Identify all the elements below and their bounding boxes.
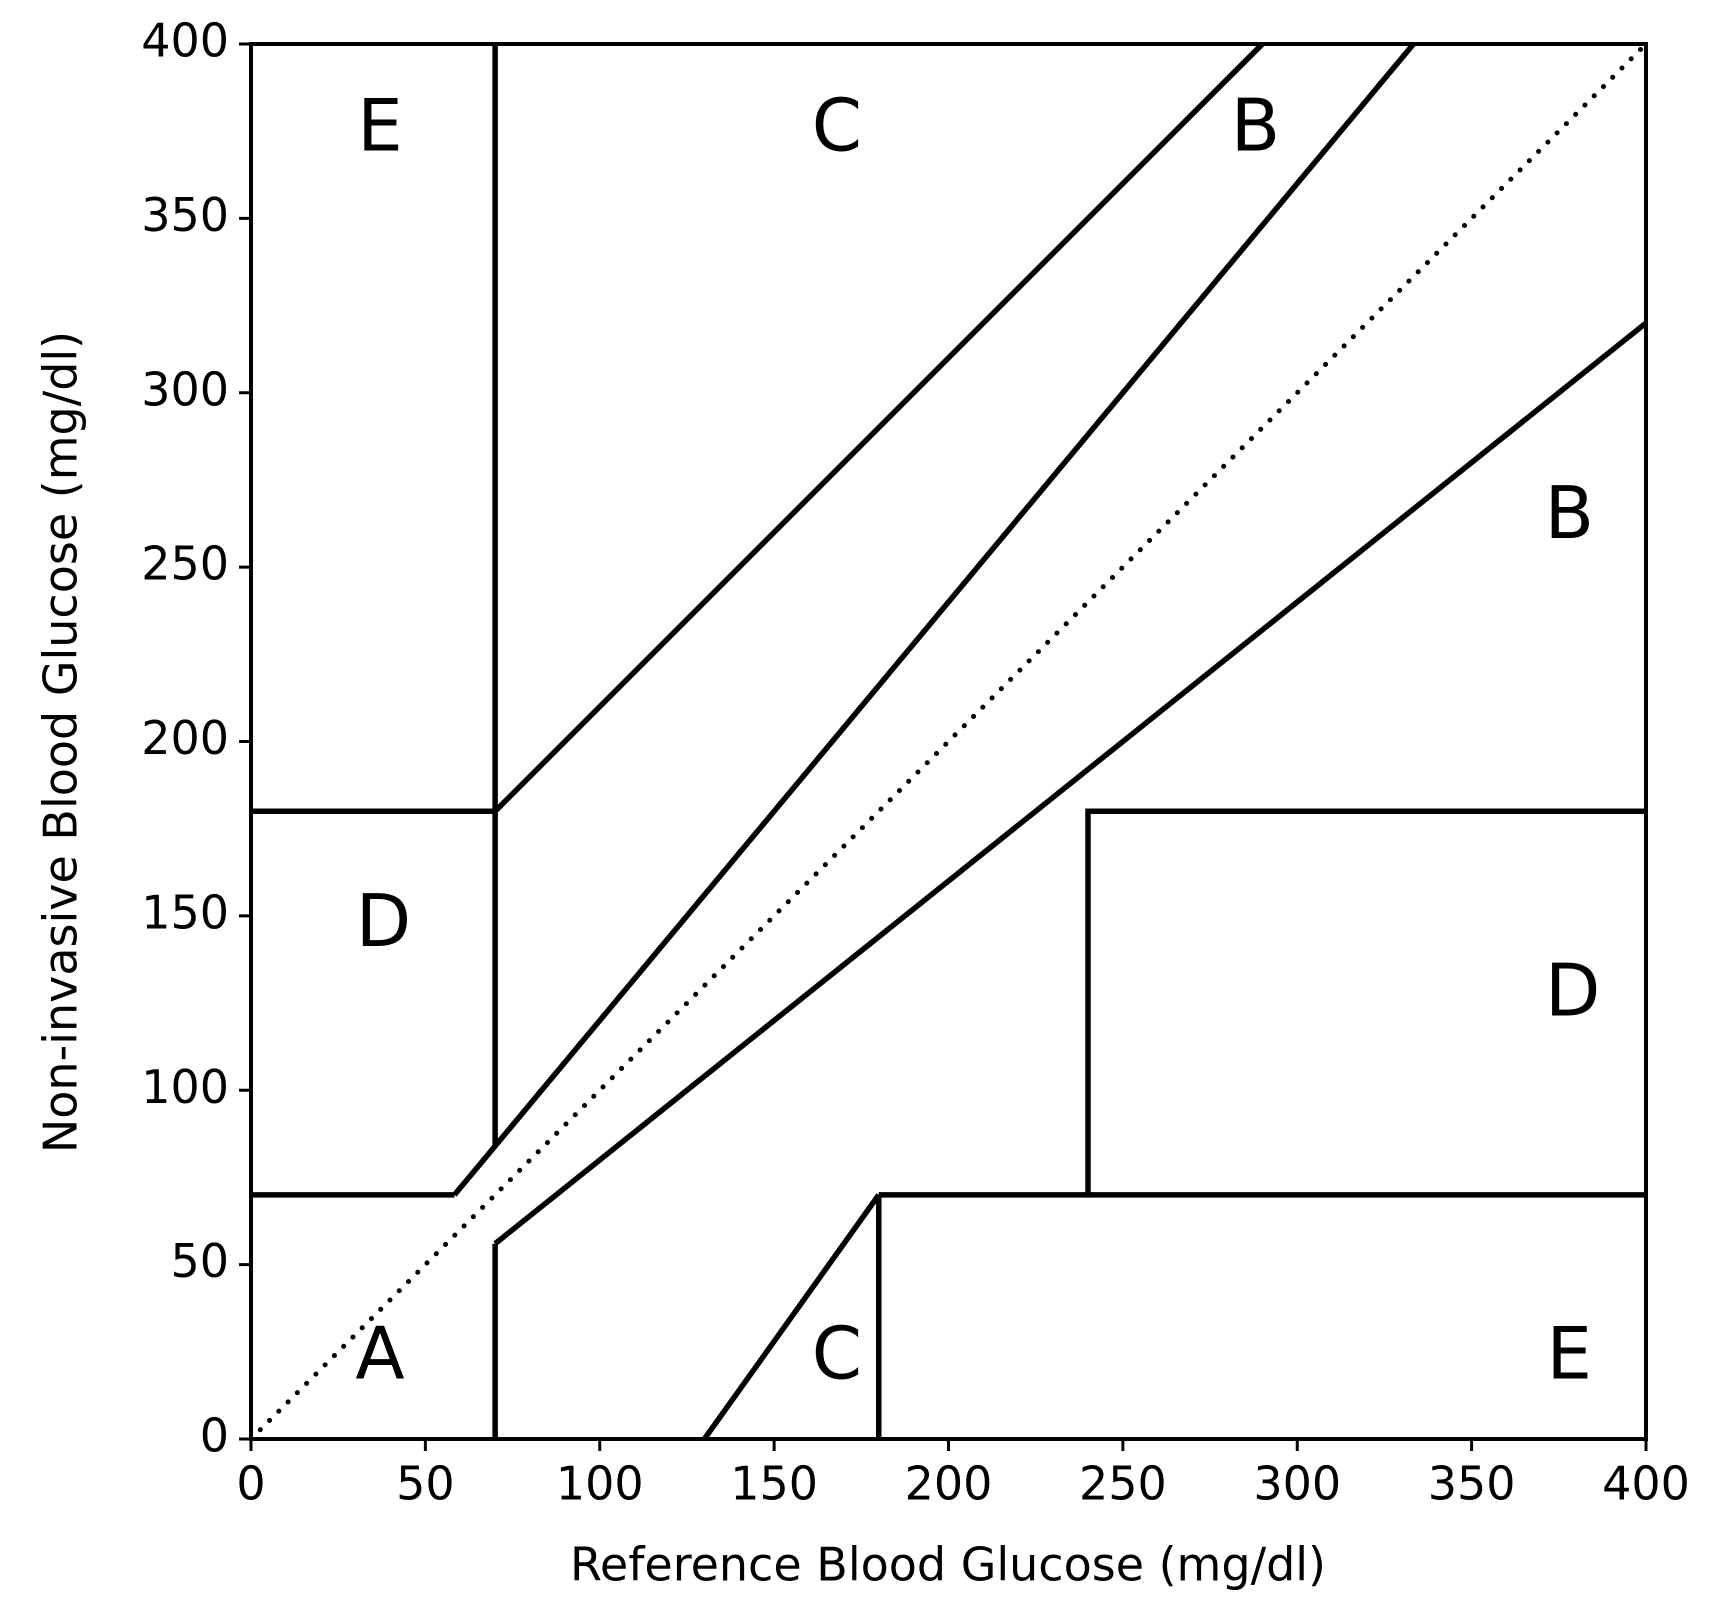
plot-frame	[249, 42, 1648, 1441]
y-tick-label: 0	[200, 1409, 229, 1463]
zone-label: D	[356, 879, 411, 963]
zone-label: B	[1231, 84, 1280, 168]
x-tick-label: 400	[1602, 1457, 1690, 1511]
x-tick-label: 350	[1428, 1457, 1516, 1511]
zone-label: C	[812, 84, 862, 168]
y-tick-label: 100	[141, 1060, 229, 1114]
x-tick-label: 0	[236, 1457, 265, 1511]
zone-label: D	[1545, 949, 1600, 1033]
y-tick-label: 200	[141, 711, 229, 765]
zone-boundary	[702, 1193, 881, 1441]
x-tick-label: 100	[556, 1457, 644, 1511]
zone-boundary	[1085, 808, 1646, 1195]
x-tick-label: 300	[1253, 1457, 1341, 1511]
zone-boundary	[493, 320, 1648, 1246]
zone-boundary	[493, 42, 1265, 814]
x-axis-label: Reference Blood Glucose (mg/dl)	[570, 1538, 1326, 1592]
zone-label: E	[1547, 1311, 1593, 1395]
y-tick-label: 50	[170, 1234, 229, 1288]
y-tick-label: 350	[141, 188, 229, 242]
x-tick-label: 150	[730, 1457, 818, 1511]
zone-label: C	[812, 1311, 862, 1395]
zone-boundary	[248, 41, 1649, 1442]
y-axis-label: Non-invasive Blood Glucose (mg/dl)	[34, 331, 88, 1153]
x-tick-label: 200	[905, 1457, 993, 1511]
x-tick-label: 250	[1079, 1457, 1167, 1511]
zone-label: E	[357, 84, 403, 168]
zone-label: B	[1545, 471, 1594, 555]
y-tick-label: 150	[141, 885, 229, 939]
zone-label: A	[355, 1311, 404, 1395]
y-tick-label: 300	[141, 362, 229, 416]
y-tick-label: 250	[141, 537, 229, 591]
x-tick-label: 50	[396, 1457, 455, 1511]
zone-boundary	[452, 42, 1416, 1197]
y-tick-label: 400	[141, 14, 229, 68]
